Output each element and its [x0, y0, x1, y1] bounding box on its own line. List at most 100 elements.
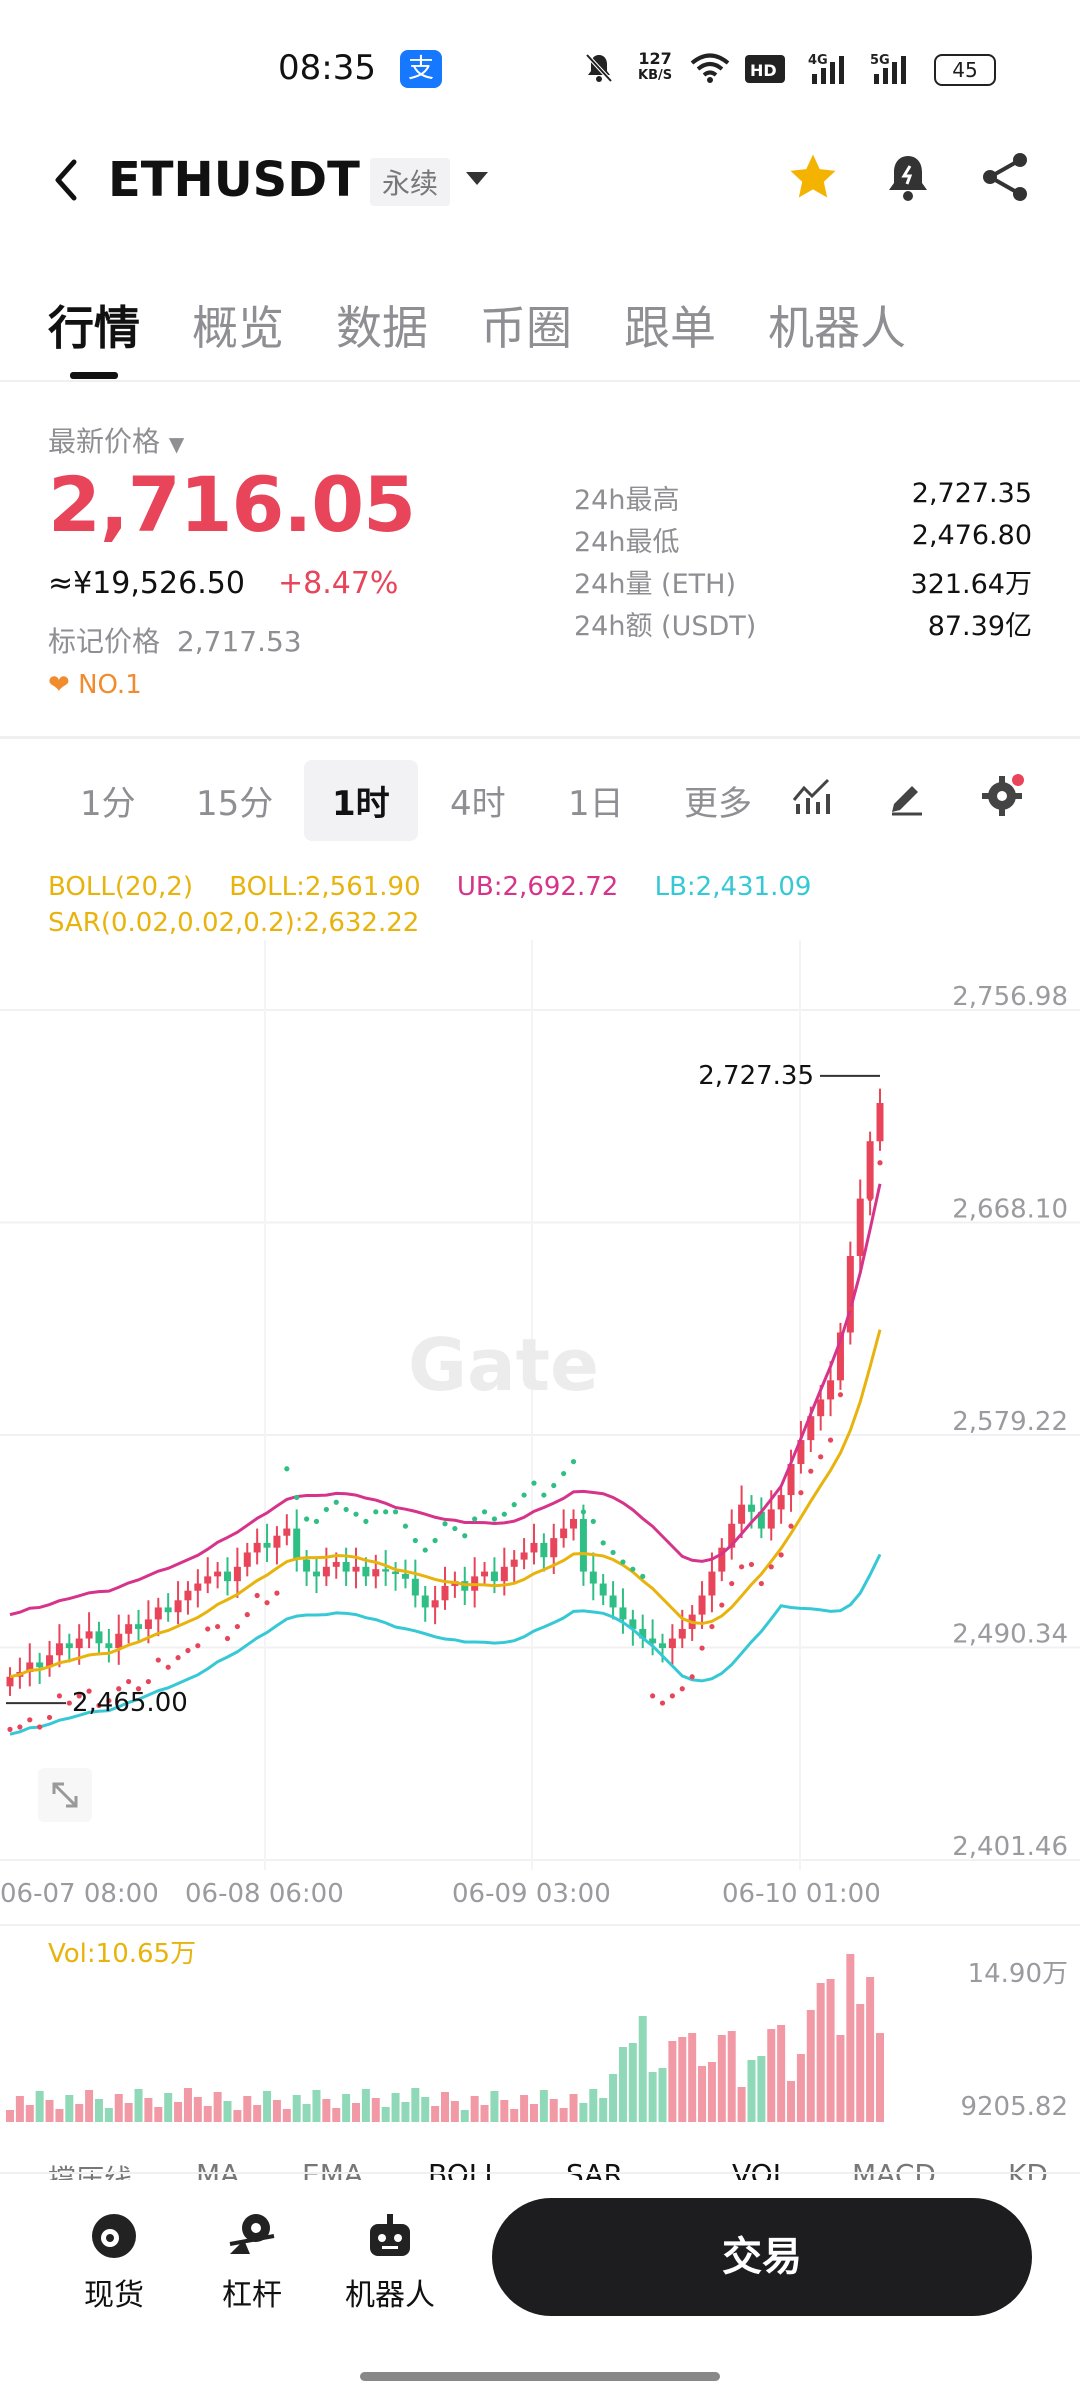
- rank-badge[interactable]: ❤ NO.1: [48, 670, 142, 700]
- candle-body: [668, 1638, 676, 1649]
- ind-tab[interactable]: BOLL: [428, 2158, 500, 2180]
- tab-community[interactable]: 币圈: [480, 301, 572, 355]
- interval-1d[interactable]: 1日: [568, 784, 624, 824]
- draw-pen-icon[interactable]: [886, 776, 926, 820]
- tab-copy-trade[interactable]: 跟单: [624, 301, 716, 355]
- candle-body: [382, 1569, 390, 1572]
- sar-dot: [392, 1509, 399, 1515]
- volume-bar: [767, 2029, 776, 2122]
- status-time: 08:35: [278, 48, 376, 88]
- nav-robot[interactable]: 机器人: [340, 2210, 440, 2314]
- latest-price-label[interactable]: 最新价格 ▼: [48, 420, 184, 460]
- settings-gear-icon[interactable]: [980, 774, 1024, 822]
- chevron-down-icon[interactable]: [466, 172, 488, 185]
- candle-body: [738, 1504, 746, 1524]
- tab-bot[interactable]: 机器人: [768, 301, 906, 355]
- low-label: 2,465.00: [72, 1688, 188, 1718]
- boll-lower: LB:2,431.09: [654, 872, 812, 902]
- sar-dot: [224, 1635, 231, 1642]
- volume-bar: [737, 2087, 746, 2122]
- tab-data[interactable]: 数据: [336, 301, 428, 355]
- volume-bar: [500, 2100, 509, 2122]
- sar-dot: [738, 1564, 745, 1570]
- candle-body: [421, 1595, 429, 1608]
- candle-body: [214, 1571, 222, 1577]
- tab-market[interactable]: 行情: [48, 301, 140, 355]
- indicator-chart-icon[interactable]: [792, 776, 832, 818]
- candle-body: [649, 1638, 657, 1644]
- star-icon[interactable]: [786, 150, 840, 217]
- nav-leverage[interactable]: 杠杆: [212, 2210, 292, 2314]
- candle-body: [85, 1631, 93, 1639]
- volume-bar: [243, 2096, 252, 2122]
- share-icon[interactable]: [978, 150, 1032, 208]
- volume-bar: [164, 2093, 173, 2122]
- x-tick-label: 06-09 03:00: [452, 1879, 611, 1909]
- contract-type-badge[interactable]: 永续: [370, 158, 451, 206]
- nav-leverage-label: 杠杆: [222, 2278, 282, 2313]
- sar-dot: [7, 1726, 13, 1732]
- back-icon[interactable]: [48, 152, 84, 218]
- nav-spot[interactable]: 现货: [74, 2210, 154, 2314]
- candle-body: [550, 1538, 558, 1558]
- volume-bar: [332, 2108, 341, 2122]
- volume-bar: [322, 2099, 331, 2122]
- chart-watermark: Gate: [408, 1323, 599, 1407]
- sar-dot: [689, 1674, 695, 1680]
- svg-text:4G: 4G: [808, 53, 828, 68]
- volume-bar: [85, 2090, 94, 2122]
- volume-bar: [233, 2110, 242, 2122]
- candle-body: [95, 1631, 103, 1644]
- expand-icon[interactable]: [38, 1768, 92, 1822]
- ind-tab[interactable]: KD: [1008, 2158, 1048, 2180]
- svg-text:5G: 5G: [870, 53, 890, 68]
- stat-value: 321.64万: [910, 569, 1032, 600]
- volume-bar: [787, 2081, 796, 2122]
- sar-dot: [126, 1678, 132, 1685]
- volume-bar: [539, 2090, 548, 2122]
- interval-15m[interactable]: 15分: [196, 784, 274, 824]
- ind-tab[interactable]: 撑压线: [48, 2163, 133, 2180]
- tab-overview[interactable]: 概览: [192, 301, 284, 355]
- sar-dot: [284, 1466, 290, 1472]
- volume-bar: [391, 2093, 400, 2122]
- interval-more[interactable]: 更多: [684, 784, 752, 824]
- ind-tab[interactable]: VOL: [732, 2158, 789, 2180]
- sar-dot: [630, 1566, 636, 1572]
- ind-tab[interactable]: EMA: [302, 2158, 364, 2180]
- sar-dot: [650, 1693, 656, 1699]
- candle-body: [411, 1578, 419, 1596]
- sar-dot: [877, 1160, 883, 1166]
- candle-body: [520, 1552, 528, 1560]
- volume-bar: [263, 2091, 272, 2122]
- ind-tab[interactable]: SAR: [566, 2158, 623, 2180]
- volume-bar: [431, 2106, 440, 2122]
- sar-dot: [521, 1492, 527, 1498]
- candle-body: [164, 1607, 172, 1613]
- candlestick-chart[interactable]: Gate 2,756.98 2,668.10 2,579.22 2,490.34 2,4…: [0, 940, 1080, 2140]
- home-indicator[interactable]: [360, 2372, 720, 2381]
- ind-tab[interactable]: MA: [196, 2158, 240, 2180]
- boll-upper: UB:2,692.72: [456, 872, 619, 902]
- volume-bar: [352, 2103, 361, 2122]
- sar-dot: [788, 1523, 794, 1529]
- interval-1m[interactable]: 1分: [80, 784, 136, 824]
- nav-spot-label: 现货: [84, 2278, 144, 2313]
- sar-dot: [827, 1437, 834, 1443]
- candle-body: [787, 1463, 795, 1496]
- sar-dot: [719, 1602, 725, 1608]
- volume-bar: [806, 2010, 815, 2122]
- volume-bar: [757, 2056, 766, 2122]
- ind-tab[interactable]: MACD: [852, 2158, 936, 2180]
- bell-icon[interactable]: [884, 152, 932, 215]
- sar-dot: [768, 1564, 774, 1570]
- trade-button[interactable]: 交易: [492, 2198, 1032, 2316]
- candle-body: [174, 1600, 182, 1613]
- sar-dot: [857, 1251, 863, 1257]
- interval-4h[interactable]: 4时: [450, 784, 506, 824]
- volume-bar: [342, 2094, 351, 2122]
- pair-title[interactable]: ETHUSDT: [108, 152, 360, 208]
- boll-params: BOLL(20,2): [48, 872, 193, 902]
- candle-body: [224, 1571, 231, 1582]
- interval-1h[interactable]: 1时: [304, 760, 418, 841]
